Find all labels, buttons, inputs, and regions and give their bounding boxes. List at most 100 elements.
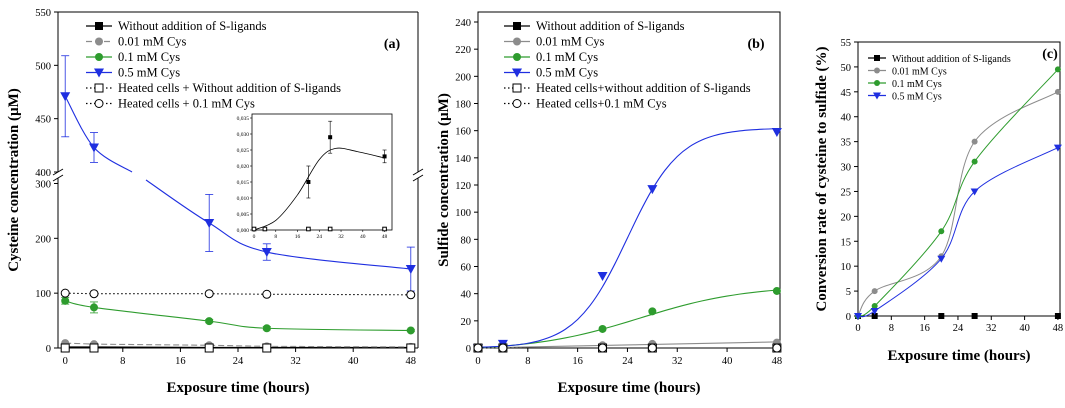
- y-tick-label: 5: [846, 287, 851, 298]
- data-point: [60, 92, 71, 102]
- data-point: [598, 324, 607, 333]
- legend-marker: [874, 67, 880, 74]
- legend-marker: [874, 80, 880, 86]
- legend-marker: [512, 68, 522, 78]
- x-tick-label: 48: [406, 356, 417, 367]
- y-tick-label: 40: [841, 113, 852, 124]
- y-tick-label: 140: [455, 154, 471, 165]
- series-line: [477, 128, 777, 348]
- data-point: [970, 188, 979, 196]
- data-point: [89, 143, 99, 153]
- y-tick-label: 450: [35, 115, 51, 126]
- series-line: [65, 342, 411, 348]
- legend-label: Without addition of S-ligands: [536, 19, 685, 33]
- y-tick-label: 180: [455, 100, 471, 111]
- series-line: [477, 289, 777, 349]
- series-line: [145, 179, 411, 270]
- inset-data-point: [382, 226, 387, 232]
- data-point: [854, 313, 862, 320]
- y-tick-label: 80: [461, 235, 472, 246]
- data-point: [262, 343, 272, 353]
- inset-chart: 0 8 16 24 32 40 48 0,000 0,005 0,010 0,015 0,020 0,0…: [237, 113, 393, 240]
- inset-data-point: [306, 180, 311, 184]
- y-tick-label: 60: [461, 263, 472, 274]
- inset-y-tick-label: 0,030: [237, 132, 250, 138]
- legend-label: Heated cells + Without addition of S-lig…: [118, 81, 341, 95]
- data-point: [204, 289, 214, 299]
- inset-fit-line: [253, 147, 385, 231]
- data-point: [870, 308, 879, 316]
- data-point: [473, 343, 483, 353]
- x-tick-label: 16: [175, 356, 186, 367]
- series-5: [60, 288, 416, 300]
- y-tick-label: 300: [35, 179, 51, 190]
- x-tick-label: 40: [348, 356, 359, 367]
- x-tick-label: 32: [672, 356, 683, 367]
- data-point: [597, 272, 608, 282]
- series-line: [65, 300, 411, 332]
- legend-label: Heated cells+0.1 mM Cys: [536, 97, 667, 111]
- data-point: [90, 303, 98, 312]
- series-5: [473, 343, 782, 353]
- y-tick-label: 120: [455, 181, 471, 192]
- y-tick-label: 55: [841, 38, 852, 49]
- inset-data-point: [382, 154, 387, 159]
- x-tick-label: 8: [525, 356, 530, 367]
- legend-label: Without addition of S-ligands: [118, 19, 267, 33]
- series-3: [854, 144, 1062, 320]
- legend-marker: [94, 68, 104, 78]
- plot-frame: [857, 41, 1061, 317]
- data-point: [772, 343, 782, 353]
- x-axis-title: Exposure time (hours): [166, 380, 309, 396]
- series-line: [857, 147, 1059, 318]
- inset-data-point: [306, 226, 311, 232]
- data-point: [262, 289, 272, 299]
- x-tick-label: 16: [919, 323, 930, 334]
- data-point: [938, 313, 945, 319]
- x-tick-label: 24: [622, 356, 633, 367]
- x-tick-label: 0: [475, 356, 480, 367]
- legend-label: 0.1 mM Cys: [536, 50, 598, 64]
- series-3: [473, 128, 782, 353]
- inset-y-tick-label: 0,000: [237, 228, 250, 234]
- y-tick-label: 500: [35, 61, 51, 72]
- y-tick-label: 0: [466, 344, 471, 355]
- x-tick-label: 24: [953, 323, 964, 334]
- x-tick-label: 0: [63, 356, 68, 367]
- data-point: [89, 343, 99, 353]
- x-tick-label: 0: [855, 323, 860, 334]
- y-tick-label: 550: [35, 8, 51, 19]
- inset-data-point: [251, 226, 257, 232]
- data-point: [971, 138, 978, 145]
- series-1: [855, 88, 1061, 319]
- data-point: [406, 290, 416, 300]
- x-tick-label: 8: [120, 356, 125, 367]
- y-tick-label: 160: [455, 127, 471, 138]
- data-point: [971, 158, 978, 165]
- y-tick-label: 100: [35, 289, 51, 300]
- data-point: [971, 313, 978, 319]
- data-point: [647, 343, 657, 353]
- series-4: [60, 343, 416, 353]
- axis-break-mark: [412, 168, 424, 176]
- legend-marker: [874, 55, 880, 61]
- legend-marker: [512, 99, 522, 108]
- data-point: [871, 313, 878, 319]
- y-tick-label: 15: [841, 237, 852, 248]
- inset-y-tick-label: 0,025: [237, 148, 250, 154]
- inset-x-tick-label: 24: [317, 234, 323, 240]
- legend-label: 0.01 mM Cys: [118, 35, 187, 49]
- data-point: [89, 289, 99, 299]
- series-line: [857, 91, 1059, 317]
- y-axis-title: Cysteine concentration (µM): [6, 88, 22, 272]
- data-point: [60, 343, 70, 353]
- legend-marker: [513, 37, 521, 46]
- data-point: [598, 343, 608, 353]
- series-line: [65, 292, 411, 296]
- legend-label: 0.01 mM Cys: [892, 67, 947, 78]
- panel-a: 0 8 16 24 32 40 480100200300400450500550Exposu…: [6, 8, 424, 396]
- data-point: [871, 303, 878, 310]
- x-axis-title: Exposure time (hours): [557, 380, 700, 396]
- inset-x-tick-label: 40: [360, 234, 366, 240]
- data-point: [871, 288, 878, 295]
